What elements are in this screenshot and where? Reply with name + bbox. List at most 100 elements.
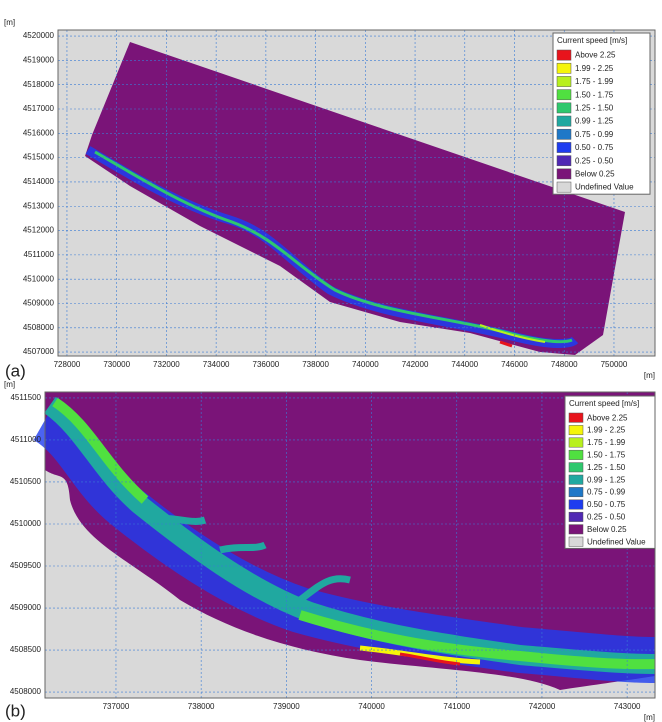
legend-swatch	[556, 102, 572, 114]
x-tick-label: 739000	[273, 702, 300, 711]
legend-swatch	[568, 474, 584, 485]
legend-label: 1.75 - 1.99	[587, 438, 626, 447]
legend-label: 0.50 - 0.75	[587, 500, 626, 509]
y-tick-label: 4516000	[23, 128, 55, 137]
y-tick-label: 4518000	[23, 80, 55, 89]
current-core	[52, 397, 656, 670]
y-tick-label: 4514000	[23, 177, 55, 186]
y-unit: [m]	[4, 18, 15, 27]
x-tick-label: 738000	[188, 702, 215, 711]
legend-label: Below 0.25	[587, 525, 627, 534]
legend-swatch	[556, 89, 572, 101]
legend-swatch	[556, 181, 572, 193]
x-tick-label: 728000	[54, 360, 81, 369]
legend-swatch	[556, 49, 572, 61]
legend-swatch	[556, 115, 572, 127]
legend-label: 0.75 - 0.99	[587, 488, 626, 497]
legend-label: 1.99 - 2.25	[575, 64, 614, 73]
y-tick-label: 4517000	[23, 104, 55, 113]
y-tick-label: 4511000	[10, 435, 41, 444]
land	[45, 470, 655, 698]
legend-label: 0.99 - 1.25	[575, 117, 614, 126]
x-tick-label: 740000	[352, 360, 379, 369]
y-tick-label: 4508500	[10, 645, 42, 654]
legend-label: 0.25 - 0.50	[575, 156, 614, 165]
legend-swatch	[568, 524, 584, 535]
legend-label: 1.25 - 1.50	[587, 463, 626, 472]
legend-label: 1.99 - 2.25	[587, 426, 626, 435]
y-tick-label: 4509000	[10, 603, 42, 612]
legend-swatch	[568, 511, 584, 522]
y-unit: [m]	[4, 380, 15, 389]
y-tick-label: 4508000	[23, 323, 55, 332]
y-tick-label: 4512000	[23, 226, 55, 235]
current-fast	[359, 645, 481, 665]
legend-label: 1.50 - 1.75	[587, 451, 626, 460]
x-tick-label: 743000	[614, 702, 641, 711]
y-tick-label: 4511000	[23, 250, 54, 259]
x-tick-label: 736000	[253, 360, 280, 369]
legend-swatch	[556, 142, 572, 153]
legend-label: Above 2.25	[587, 413, 628, 422]
legend-swatch	[556, 62, 572, 74]
legend-swatch	[556, 128, 572, 140]
legend-swatch	[556, 155, 572, 167]
legend-label: 1.25 - 1.50	[575, 104, 614, 113]
legend-swatch	[568, 437, 584, 448]
legend-label: Below 0.25	[575, 170, 615, 179]
x-tick-label: 734000	[203, 360, 230, 369]
y-tick-label: 4510000	[10, 519, 42, 528]
plot-frame	[57, 29, 656, 357]
legend-title: Current speed [m/s]	[569, 399, 639, 408]
x-unit: [m]	[644, 371, 655, 380]
x-tick-label: 740000	[358, 702, 385, 711]
legend-label: 1.50 - 1.75	[575, 90, 614, 99]
x-tick-label: 730000	[103, 360, 130, 369]
x-tick-label: 732000	[153, 360, 180, 369]
legend-label: 1.75 - 1.99	[575, 77, 614, 86]
legend-swatch	[568, 412, 584, 423]
y-tick-label: 4511500	[10, 393, 41, 402]
current-peak	[399, 652, 461, 666]
legend-swatch	[568, 499, 584, 510]
legend-label: Undefined Value	[575, 183, 634, 192]
legend-swatch	[568, 536, 584, 547]
legend-title: Current speed [m/s]	[557, 36, 627, 45]
y-tick-label: 4510000	[23, 274, 55, 283]
y-tick-label: 4509000	[23, 299, 55, 308]
legend-swatch	[568, 487, 584, 498]
y-tick-label: 4510500	[10, 477, 42, 486]
x-tick-label: 741000	[443, 702, 470, 711]
panel-label: (b)	[5, 701, 26, 720]
current-fast	[479, 324, 546, 343]
y-tick-label: 4509500	[10, 561, 42, 570]
x-tick-label: 742000	[529, 702, 556, 711]
x-tick-label: 737000	[103, 702, 130, 711]
y-tick-label: 4519000	[23, 55, 55, 64]
x-tick-label: 748000	[551, 360, 578, 369]
x-tick-label: 744000	[451, 360, 478, 369]
x-unit: [m]	[644, 713, 655, 722]
y-tick-label: 4513000	[23, 201, 55, 210]
legend-swatch	[568, 462, 584, 473]
x-tick-label: 738000	[302, 360, 329, 369]
legend-label: Above 2.25	[575, 51, 616, 60]
panel-label: (a)	[5, 361, 26, 380]
legend-swatch	[568, 425, 584, 436]
y-tick-label: 4515000	[23, 153, 55, 162]
y-tick-label: 4520000	[23, 31, 55, 40]
legend-swatch	[568, 449, 584, 460]
legend-label: Undefined Value	[587, 537, 646, 546]
legend-label: 0.75 - 0.99	[575, 130, 614, 139]
legend-swatch	[556, 168, 572, 180]
legend-label: 0.25 - 0.50	[587, 513, 626, 522]
x-tick-label: 742000	[402, 360, 429, 369]
legend-label: 0.50 - 0.75	[575, 143, 614, 152]
x-tick-label: 750000	[601, 360, 628, 369]
current-peak	[499, 340, 513, 348]
y-tick-label: 4507000	[23, 347, 55, 356]
x-tick-label: 746000	[501, 360, 528, 369]
legend-label: 0.99 - 1.25	[587, 475, 626, 484]
model-domain	[85, 42, 625, 355]
